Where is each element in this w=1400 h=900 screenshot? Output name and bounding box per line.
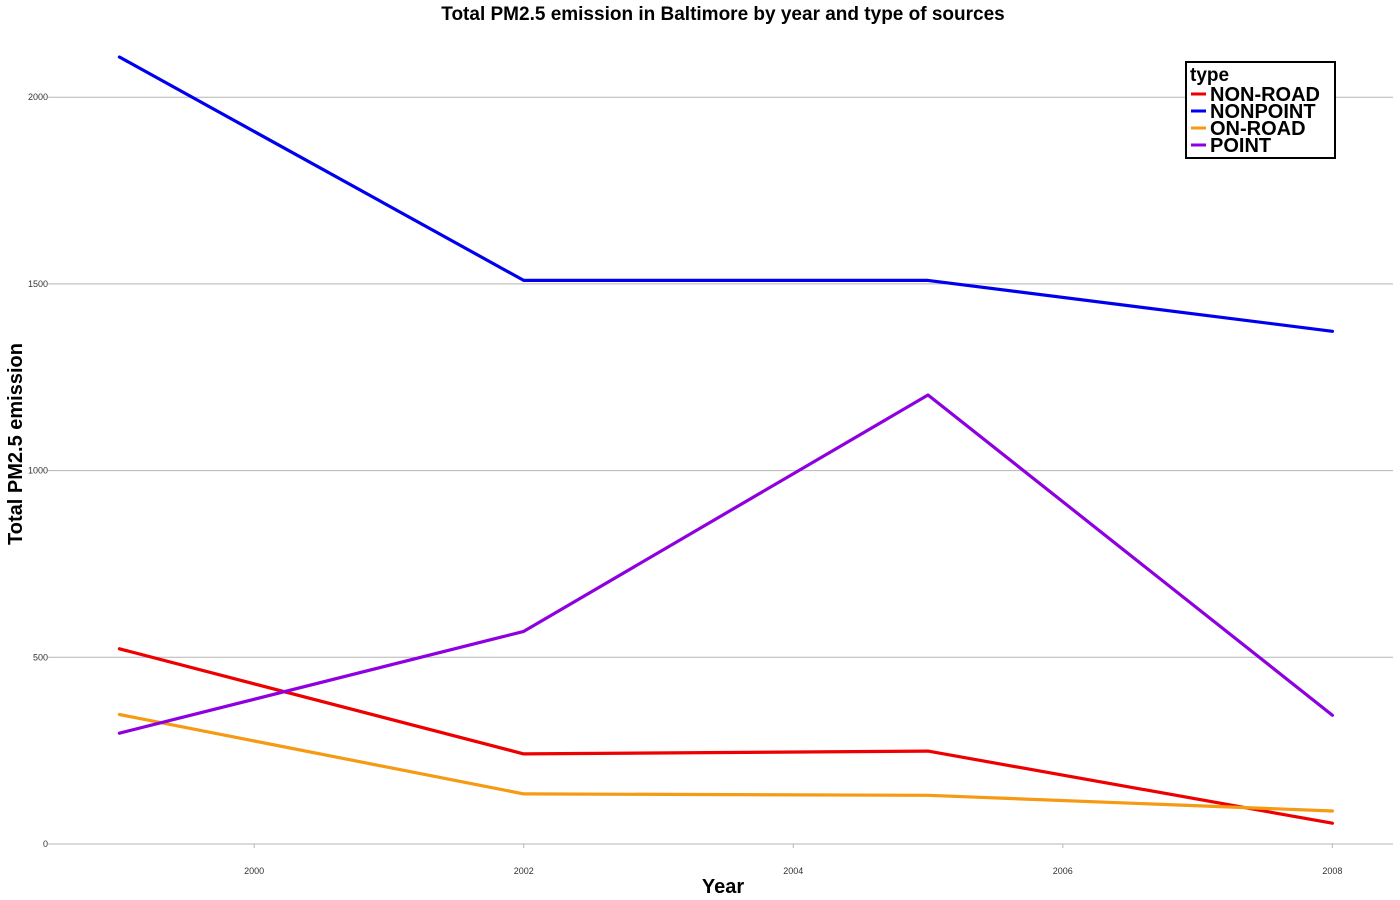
series-line-non-road [117,647,1335,825]
series-lines [117,55,1335,825]
series-line-nonpoint [117,55,1335,333]
legend-box [1185,61,1336,159]
y-axis-label: Total PM2.5 emission [5,343,27,545]
x-axis-ticks: 2000 2002 2004 2006 2008 [244,844,1342,876]
x-tick-label: 2000 [244,866,264,876]
chart-title: Total PM2.5 emission in Baltimore by yea… [441,4,1004,25]
gridlines [52,96,1393,845]
legend-label-on-road: ON-ROAD [1210,118,1306,140]
x-tick-label: 2008 [1322,866,1342,876]
y-tick-label: 1000 [28,466,48,476]
legend-label-non-road: NON-ROAD [1210,84,1320,106]
legend-label-nonpoint: NONPOINT [1210,101,1316,123]
x-tick-label: 2006 [1053,866,1073,876]
y-tick-label: 2000 [28,92,48,102]
x-tick-label: 2002 [514,866,534,876]
legend-label-point: POINT [1210,135,1271,157]
legend-title: type [1190,65,1229,86]
y-tick-label: 1500 [28,279,48,289]
y-tick-label: 500 [33,652,48,662]
series-line-on-road [117,712,1335,813]
y-axis-ticks: 0 500 1000 1500 2000 [28,92,52,849]
x-tick-label: 2004 [783,866,803,876]
series-line-point [117,393,1335,735]
y-tick-label: 0 [43,839,48,849]
x-axis-label: Year [702,876,744,898]
